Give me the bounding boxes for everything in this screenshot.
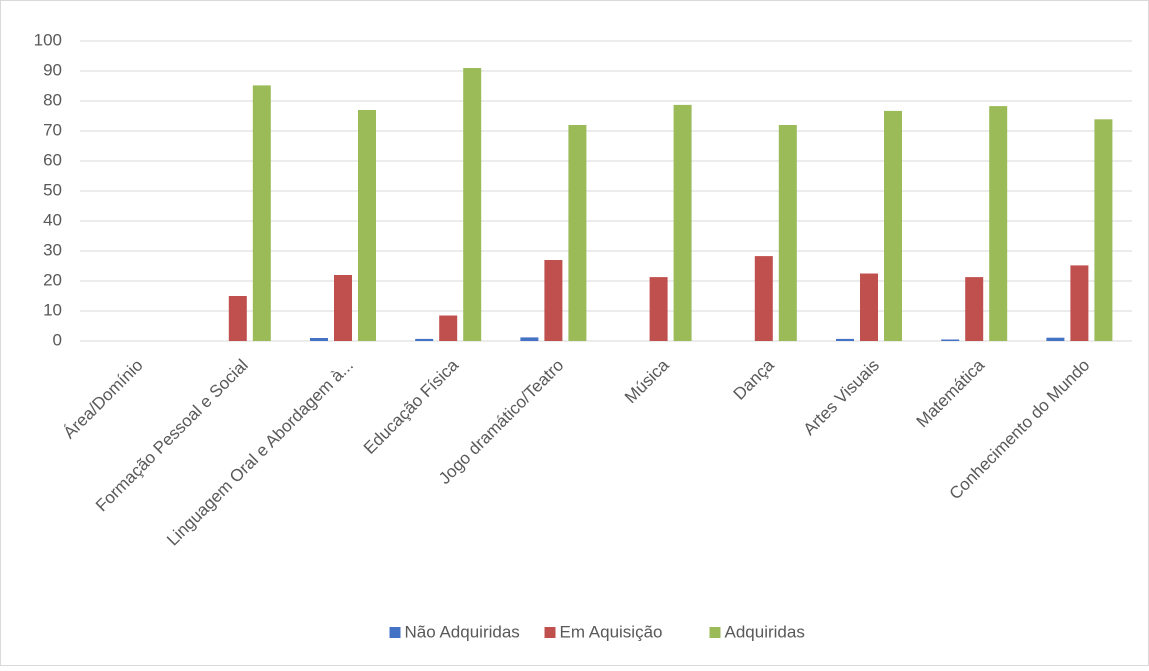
legend-label: Adquiridas [725,622,805,641]
bar [439,315,458,341]
bar [673,104,692,342]
y-tick-label: 100 [34,30,62,49]
y-tick-label: 60 [43,150,62,169]
bar [568,125,587,341]
y-tick-label: 10 [43,300,62,319]
legend-swatch [544,627,556,638]
y-tick-label: 30 [43,240,62,259]
bar [649,277,668,341]
y-tick-label: 70 [43,120,62,139]
y-tick-label: 50 [43,180,62,199]
bar [778,125,797,341]
bar [415,338,434,341]
bar [1070,265,1089,341]
bar [754,256,773,341]
bar [334,275,352,341]
bar [836,338,854,341]
y-tick-label: 20 [43,270,62,289]
bar [544,260,563,341]
bar [965,277,984,341]
y-tick-label: 0 [53,330,62,349]
bar [860,273,878,341]
legend-label: Não Adquiridas [405,622,520,641]
y-tick-label: 90 [43,60,62,79]
bar [310,338,328,341]
y-tick-label: 40 [43,210,62,229]
y-tick-label: 80 [43,90,62,109]
bar [228,296,247,341]
bar [1046,337,1065,341]
legend-swatch [709,627,721,638]
bar [358,110,376,341]
bar [884,110,902,342]
bar [941,339,960,341]
bar [463,68,482,341]
bar [989,106,1008,341]
bar [1094,119,1113,341]
bar [520,337,539,341]
bar [252,85,271,342]
legend-swatch [389,627,401,638]
legend-label: Em Aquisição [560,622,663,641]
